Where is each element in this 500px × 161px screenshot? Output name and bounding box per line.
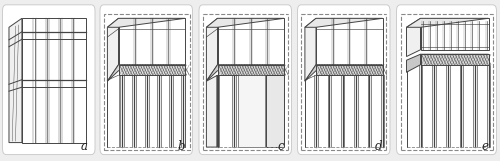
Polygon shape xyxy=(316,18,382,65)
Polygon shape xyxy=(406,54,420,72)
Polygon shape xyxy=(305,65,382,81)
Polygon shape xyxy=(206,18,218,81)
Polygon shape xyxy=(406,18,420,57)
FancyBboxPatch shape xyxy=(2,5,95,155)
Polygon shape xyxy=(406,54,488,72)
Polygon shape xyxy=(406,18,488,27)
Polygon shape xyxy=(108,18,185,27)
Polygon shape xyxy=(22,18,86,143)
Polygon shape xyxy=(206,75,218,147)
Text: e: e xyxy=(481,140,488,153)
Polygon shape xyxy=(266,75,284,147)
Polygon shape xyxy=(9,18,22,143)
Polygon shape xyxy=(206,18,284,27)
Polygon shape xyxy=(218,18,284,65)
Polygon shape xyxy=(108,18,118,81)
Polygon shape xyxy=(238,75,264,147)
Text: b: b xyxy=(178,140,185,153)
Polygon shape xyxy=(206,65,284,81)
Text: a: a xyxy=(80,140,87,153)
Polygon shape xyxy=(305,18,382,27)
FancyBboxPatch shape xyxy=(100,5,192,155)
Polygon shape xyxy=(420,18,488,50)
Polygon shape xyxy=(420,54,488,65)
Text: c: c xyxy=(277,140,283,153)
Text: d: d xyxy=(375,140,382,153)
FancyBboxPatch shape xyxy=(298,5,390,155)
FancyBboxPatch shape xyxy=(199,5,292,155)
Polygon shape xyxy=(316,65,382,75)
Polygon shape xyxy=(305,18,316,81)
Polygon shape xyxy=(218,65,284,75)
Polygon shape xyxy=(118,18,185,65)
Polygon shape xyxy=(108,65,185,81)
FancyBboxPatch shape xyxy=(396,5,496,155)
Polygon shape xyxy=(118,65,185,75)
